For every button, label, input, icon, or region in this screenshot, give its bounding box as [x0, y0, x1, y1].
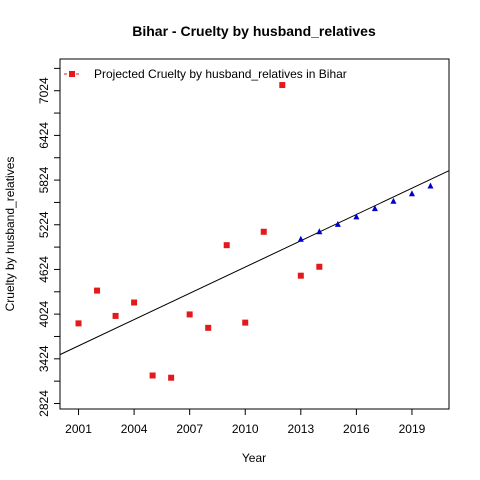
- y-axis: 2824 3424 4024 4624 5224 5824 6424 7024: [37, 67, 60, 417]
- point-actual: [279, 82, 286, 89]
- legend-label: Projected Cruelty by husband_relatives i…: [94, 67, 347, 81]
- point-actual: [149, 372, 156, 379]
- plot-frame: [59, 58, 450, 410]
- y-tick-label: 3424: [37, 345, 51, 372]
- y-tick-label: 7024: [37, 77, 51, 104]
- x-tick-label: 2016: [343, 422, 370, 436]
- x-tick-label: 2013: [287, 422, 314, 436]
- legend: Projected Cruelty by husband_relatives i…: [64, 67, 347, 81]
- legend-marker: [69, 71, 75, 77]
- point-actual: [205, 324, 212, 331]
- point-actual: [242, 319, 249, 326]
- point-projected: [427, 182, 434, 189]
- point-actual: [223, 242, 230, 249]
- point-actual: [168, 374, 175, 381]
- point-projected: [408, 190, 415, 197]
- point-actual: [94, 287, 101, 294]
- point-actual: [112, 312, 119, 319]
- y-tick-label: 5224: [37, 211, 51, 238]
- point-projected: [316, 228, 323, 235]
- point-projected: [334, 220, 341, 227]
- point-projected: [371, 205, 378, 212]
- point-projected: [297, 235, 304, 242]
- data-points: [75, 82, 434, 381]
- x-axis: 2001 2004 2007 2010 2013 2016 2019: [65, 409, 426, 436]
- x-tick-label: 2004: [121, 422, 148, 436]
- y-tick-label: 2824: [37, 390, 51, 417]
- point-projected: [390, 197, 397, 204]
- trend-line: [59, 170, 450, 356]
- point-actual: [297, 272, 304, 279]
- x-tick-label: 2019: [399, 422, 426, 436]
- y-tick-label: 4024: [37, 300, 51, 327]
- x-tick-label: 2007: [176, 422, 203, 436]
- y-axis-label: Cruelty by husband_relatives: [3, 157, 17, 312]
- trend-line-group: [59, 170, 450, 356]
- y-tick-label: 5824: [37, 166, 51, 193]
- point-actual: [75, 320, 82, 327]
- point-actual: [260, 228, 267, 235]
- x-tick-label: 2001: [65, 422, 92, 436]
- point-actual: [316, 263, 323, 270]
- point-actual: [186, 311, 193, 318]
- point-projected: [353, 213, 360, 220]
- chart-title: Bihar - Cruelty by husband_relatives: [132, 23, 376, 39]
- x-tick-label: 2010: [232, 422, 259, 436]
- point-actual: [131, 299, 138, 306]
- x-axis-label: Year: [242, 451, 266, 465]
- y-tick-label: 6424: [37, 122, 51, 149]
- y-tick-label: 4624: [37, 256, 51, 283]
